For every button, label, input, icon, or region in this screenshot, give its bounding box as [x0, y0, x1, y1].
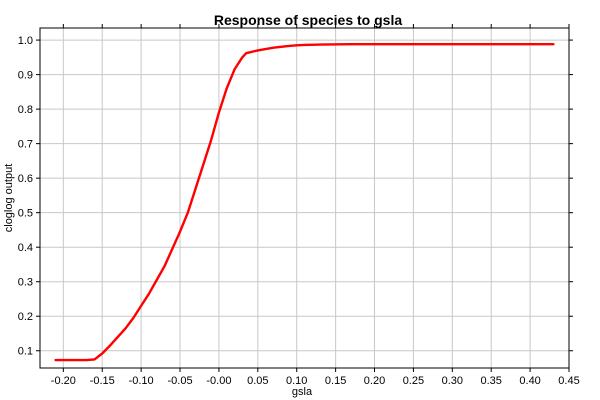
- series-layer: [54, 43, 555, 362]
- y-tick-label: 0.5: [18, 208, 33, 220]
- y-tick-label: 1.0: [18, 35, 33, 47]
- y-tick-label: 0.3: [18, 277, 33, 289]
- x-tick-label: 0.05: [247, 375, 268, 387]
- axis-ticks: -0.20 -0.15 -0.10 -0.05 -0.00 0.05 0.10 0.15 0.2…: [18, 24, 580, 387]
- x-tick-label: 0.40: [519, 375, 540, 387]
- x-tick-label: -0.05: [167, 375, 192, 387]
- x-tick-label: 0.20: [364, 375, 385, 387]
- x-tick-label: -0.20: [51, 375, 76, 387]
- y-tick-label: 0.6: [18, 173, 33, 185]
- y-tick-label: 0.7: [18, 139, 33, 151]
- y-tick-label: 0.8: [18, 104, 33, 116]
- y-tick-label: 0.2: [18, 311, 33, 323]
- x-tick-label: 0.25: [403, 375, 424, 387]
- x-tick-label: 0.10: [286, 375, 307, 387]
- x-tick-label: -0.15: [90, 375, 115, 387]
- y-tick-label: 0.4: [18, 242, 33, 254]
- response-curve: [54, 43, 555, 362]
- y-tick-label: 0.9: [18, 70, 33, 82]
- plot-frame: [39, 27, 570, 369]
- x-tick-label: -0.00: [206, 375, 231, 387]
- x-tick-label: -0.10: [129, 375, 154, 387]
- x-tick-label: 0.35: [480, 375, 501, 387]
- y-tick-label: 0.1: [18, 346, 33, 358]
- grid-lines: [40, 28, 570, 368]
- chart-title: Response of species to gsla: [214, 12, 402, 28]
- x-axis-label: gsla: [292, 386, 313, 398]
- x-tick-label: 0.30: [442, 375, 463, 387]
- y-axis-label: cloglog output: [3, 164, 15, 233]
- x-tick-label: 0.45: [558, 375, 579, 387]
- x-tick-label: 0.15: [325, 375, 346, 387]
